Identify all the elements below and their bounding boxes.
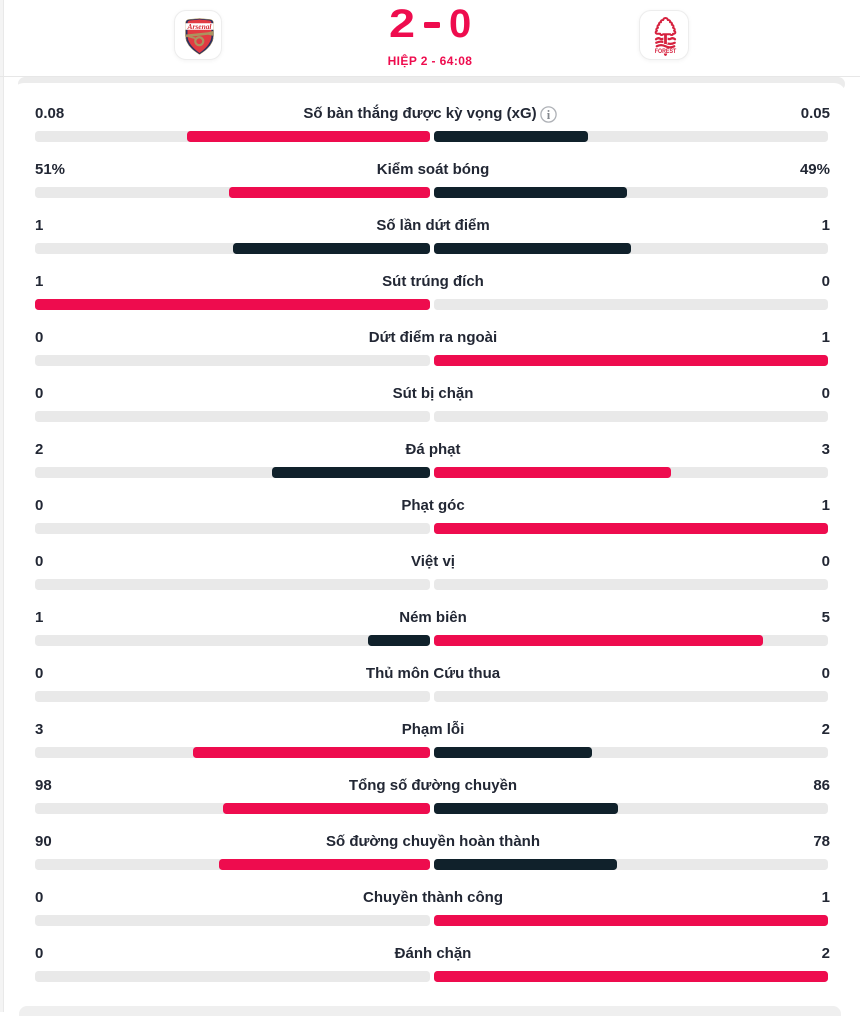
svg-text:i: i [546, 108, 550, 122]
svg-text:FOREST: FOREST [655, 48, 677, 55]
svg-text:Arsenal: Arsenal [186, 23, 211, 31]
